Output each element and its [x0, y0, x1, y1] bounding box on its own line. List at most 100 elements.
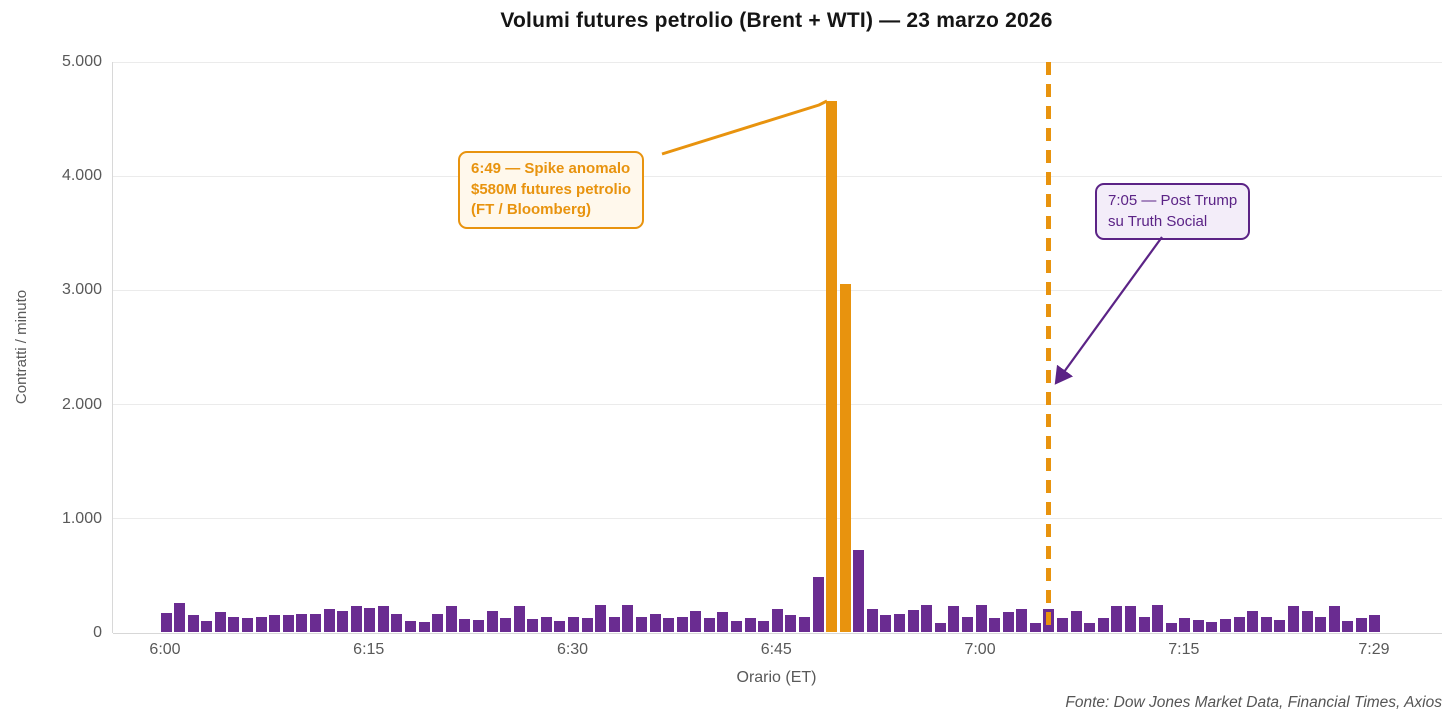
bar [866, 608, 878, 632]
bar [1002, 612, 1014, 632]
bar [500, 617, 512, 632]
bar [554, 621, 566, 632]
bar [1301, 610, 1313, 632]
bar [1260, 617, 1272, 632]
bar [635, 616, 647, 632]
bar [1315, 617, 1327, 632]
bar [1179, 617, 1191, 632]
annotation-spike-line-3: (FT / Bloomberg) [471, 201, 591, 219]
bar [472, 620, 484, 632]
bar [595, 604, 607, 632]
bar [1274, 620, 1286, 632]
bar [608, 617, 620, 632]
annotation-spike: 6:49 — Spike anomalo $580M futures petro… [458, 151, 645, 230]
bar [1328, 606, 1340, 632]
annotation-spike-line-2: $580M futures petrolio [471, 180, 632, 198]
bar [459, 618, 471, 632]
bar [894, 613, 906, 632]
bar [201, 621, 213, 632]
x-tick-label: 6:30 [556, 641, 589, 658]
bar [1287, 606, 1299, 632]
bar [812, 577, 824, 632]
bar [391, 613, 403, 632]
bar [975, 604, 987, 632]
bar [785, 614, 797, 632]
bar [187, 614, 199, 632]
bar [513, 605, 525, 632]
bar [214, 612, 226, 632]
y-tick-label: 5.000 [61, 53, 102, 70]
bar [826, 100, 838, 632]
bar [1016, 608, 1028, 632]
bar [242, 618, 253, 632]
bar [160, 612, 172, 632]
chart-title: Volumi futures petrolio (Brent + WTI) — … [500, 9, 1053, 32]
bar [1124, 605, 1136, 632]
bar [309, 614, 321, 632]
event-line-7-05 [1046, 62, 1052, 633]
bar [418, 621, 430, 632]
bar [1233, 616, 1245, 632]
plot-area [112, 61, 1442, 634]
bar [1111, 605, 1123, 632]
annotation-trump-post: 7:05 — Post Trump su Truth Social [1095, 183, 1251, 241]
bar [798, 616, 810, 632]
bar [622, 604, 634, 632]
x-tick-label: 7:15 [1168, 641, 1200, 658]
bar [989, 617, 1001, 632]
bar [690, 610, 702, 632]
y-axis-title: Contratti / minuto [13, 289, 30, 405]
bar [1220, 618, 1232, 632]
x-axis-title: Orario (ET) [736, 669, 817, 686]
bar [1152, 604, 1164, 632]
bar [907, 609, 919, 632]
x-tick-label: 6:15 [353, 641, 385, 658]
bar [1355, 617, 1367, 632]
bar [1206, 621, 1218, 632]
bar [1097, 617, 1109, 632]
gridline-4000 [113, 175, 1442, 177]
bar [880, 614, 892, 632]
bar [1165, 622, 1177, 632]
gridline-3000 [113, 289, 1442, 291]
y-tick-label: 4.000 [61, 167, 102, 185]
bar [1192, 620, 1204, 632]
bar [676, 616, 688, 632]
bar [568, 616, 580, 632]
bar [445, 605, 457, 632]
bar [703, 618, 715, 632]
bar [296, 613, 308, 632]
bar [1084, 622, 1096, 632]
bar [350, 605, 362, 632]
x-tick-label: 7:00 [964, 641, 996, 658]
bar [228, 616, 240, 632]
bar [1070, 610, 1082, 632]
bar [581, 617, 593, 632]
bar [282, 614, 294, 632]
source-note: Fonte: Dow Jones Market Data, Financial … [1065, 694, 1442, 711]
bar [364, 608, 376, 632]
gridline-0 [113, 632, 1442, 634]
bar [758, 620, 770, 632]
bar [839, 283, 851, 632]
bar [1138, 616, 1150, 632]
bar [663, 617, 675, 632]
bar [323, 609, 335, 632]
bar [1057, 617, 1069, 632]
bar [1342, 620, 1354, 632]
bar [432, 613, 444, 632]
bar [934, 622, 946, 632]
y-tick-label: 0 [93, 624, 102, 641]
bar [377, 606, 389, 632]
bar [961, 616, 973, 632]
bar [486, 610, 498, 632]
y-tick-label: 2.000 [61, 395, 102, 413]
bar [1247, 611, 1259, 632]
bar [1369, 614, 1381, 632]
bar [1029, 622, 1041, 632]
annotation-trump-line-2: su Truth Social [1108, 212, 1208, 230]
bar [269, 614, 281, 632]
bar [337, 611, 349, 632]
bar [744, 617, 756, 632]
